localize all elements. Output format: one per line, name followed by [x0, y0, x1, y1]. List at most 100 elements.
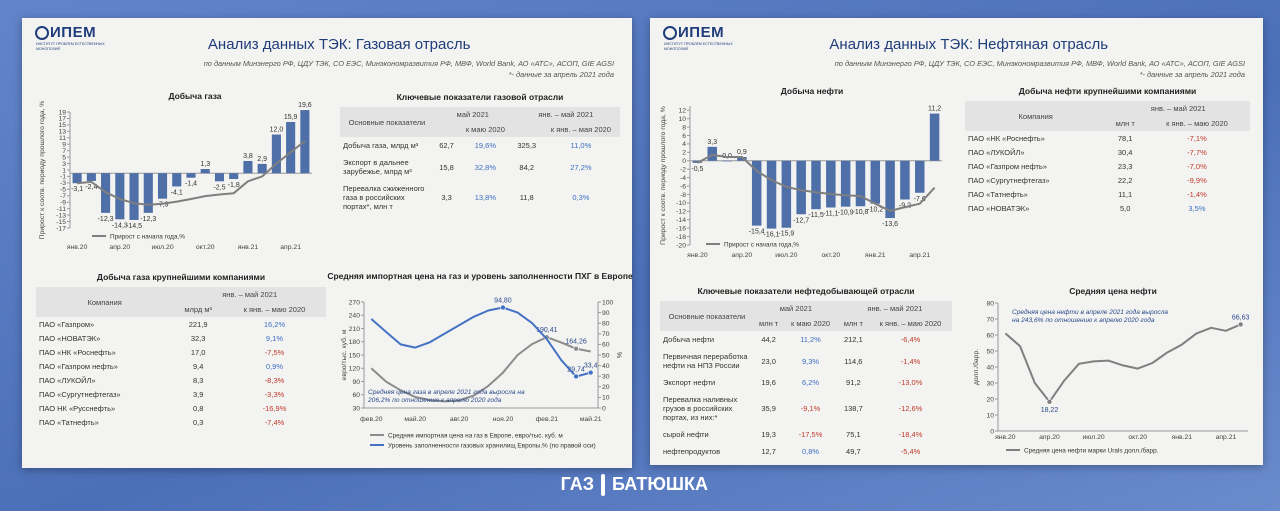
- panel: [650, 18, 1263, 465]
- y-tick-label: 1: [62, 167, 66, 174]
- y-tick-label: 2: [682, 150, 686, 157]
- legend-label: Средняя импортная цена на газ в Европе, …: [388, 431, 563, 439]
- cell: 0,8%: [801, 447, 820, 456]
- x-tick-label: апр.20: [1039, 434, 1060, 441]
- annotation: Средняя цена нефти в апреле 2021 года вы…: [1012, 309, 1169, 324]
- data-table: Компания янв. – май 2021 млрд м³ к янв. – м…: [36, 287, 326, 429]
- subheader: к янв. – мая 2020: [541, 122, 620, 137]
- legend-label: Прирост с начала года,%: [110, 233, 185, 240]
- y-tick-label: 30: [352, 405, 360, 412]
- cell: 13,8%: [474, 193, 496, 202]
- row-label: ПАО «НОВАТЭК»: [39, 333, 101, 343]
- logo: ИПЕМ: [50, 24, 97, 41]
- chart-title: Добыча нефти: [781, 86, 843, 96]
- cell: 9,1%: [265, 333, 284, 343]
- bar: [826, 160, 836, 208]
- y-tick-label: -3: [60, 180, 66, 187]
- table-row: ПАО «НК «Роснефть» 78,1 -7,1%: [965, 131, 1250, 145]
- cell: -9,9%: [1187, 175, 1207, 185]
- group-header: май 2021: [434, 107, 512, 122]
- row-label: ПАО «Газпром»: [39, 319, 95, 329]
- data-label: -3,1: [71, 186, 83, 193]
- y-tick-label: -10: [676, 200, 686, 207]
- bar: [885, 160, 895, 219]
- y-tick-label: 5: [62, 154, 66, 161]
- corner-header: Основные показатели: [660, 301, 754, 331]
- y2-tick-label: 10: [602, 395, 610, 402]
- logo-icon: [35, 26, 49, 40]
- table-row: ПАО НК «Русснефть» 0,8 -16,9%: [36, 401, 326, 415]
- x-tick-label: апр.21: [909, 252, 930, 259]
- y-tick-label: 8: [682, 124, 686, 131]
- x-tick-label: авг.20: [450, 416, 469, 423]
- panel-title: Анализ данных ТЭК: Газовая отрасль: [207, 36, 471, 53]
- bar: [707, 146, 717, 161]
- table-row: ПАО «Газпром нефть» 9,4 0,9%: [36, 359, 326, 373]
- point: [1046, 399, 1053, 405]
- bar: [72, 173, 82, 184]
- group-header: май 2021: [754, 301, 838, 316]
- subheader: к янв. – маю 2020: [1143, 116, 1250, 131]
- cell: -9,1%: [800, 404, 821, 413]
- table-row: ПАО «ЛУКОЙЛ» 8,3 -8,3%: [36, 373, 326, 387]
- cell: 11,2%: [800, 335, 821, 344]
- row-label: ПАО «Татнефть»: [968, 189, 1028, 199]
- corner-header: Основные показатели: [340, 107, 434, 137]
- cell: -5,4%: [900, 447, 921, 456]
- x-tick-label: янв.20: [687, 252, 708, 259]
- logo-icon: [663, 26, 677, 40]
- bar: [929, 113, 940, 161]
- table-row: ПАО «НК «Роснефть» 17,0 -7,5%: [36, 345, 326, 359]
- data-label: 2,9: [257, 156, 267, 163]
- y-tick-label: 90: [352, 379, 360, 386]
- table-title: Добыча нефти крупнейшими компаниями: [1018, 86, 1197, 96]
- data-table: Основные показатели май 2021 янв. – май 20…: [660, 301, 952, 460]
- x-tick-label: апр.20: [732, 252, 753, 259]
- cell: 91,2: [846, 378, 861, 387]
- table-block: Ключевые показатели нефтедобывающей отра…: [660, 286, 952, 460]
- group-header: янв. – май 2021: [511, 107, 620, 122]
- point: [573, 345, 579, 352]
- bar: [751, 160, 762, 226]
- bar: [86, 173, 96, 181]
- row-label: Экспорт нефти: [663, 378, 716, 387]
- x-tick-label: апр.21: [1216, 434, 1237, 441]
- x-tick-label: апр.20: [109, 244, 130, 251]
- cell: 75,1: [846, 430, 861, 439]
- y-tick-label: 50: [986, 348, 994, 355]
- bar: [143, 173, 153, 213]
- cell: 325,3: [517, 141, 537, 150]
- chart-title: Средняя импортная цена на газ и уровень …: [327, 271, 633, 281]
- cell: -1,4%: [900, 356, 921, 366]
- data-label: -10,8: [852, 209, 868, 216]
- x-tick-label: июл.20: [151, 244, 173, 251]
- data-label: 3,3: [707, 139, 717, 146]
- data-label: -11,5: [808, 212, 824, 219]
- data-label: -12,3: [140, 216, 156, 223]
- logo-subtitle: ИНСТИТУТ ПРОБЛЕМ ЕСТЕСТВЕННЫХ МОНОПОЛИЙ: [36, 42, 105, 51]
- table-title: Ключевые показатели газовой отрасли: [396, 92, 564, 102]
- data-label: 3,8: [243, 153, 253, 160]
- data-label: -0,5: [691, 166, 703, 173]
- x-tick-label: янв.21: [238, 244, 259, 251]
- bar: [257, 163, 267, 174]
- header-row: Компания янв. – май 2021: [36, 287, 326, 317]
- table-row: ПАО «Газпром» 221,9 16,2%: [36, 317, 326, 331]
- cell: 9,3%: [801, 356, 820, 366]
- bar: [229, 173, 239, 180]
- data-label: 94,80: [494, 298, 512, 305]
- cell: -7,7%: [1187, 147, 1207, 157]
- bar: [766, 160, 777, 229]
- bar: [900, 160, 910, 200]
- cell: 19,6%: [474, 141, 496, 150]
- y-tick-label: 60: [352, 392, 360, 399]
- table-block: Добыча нефти крупнейшими компаниями Компа…: [965, 86, 1250, 215]
- bar: [129, 173, 139, 220]
- y-tick-label: 120: [349, 366, 361, 373]
- table-row: ПАО «Татнефть» 11,1 -1,4%: [965, 187, 1250, 201]
- y2-axis-label: %: [617, 352, 624, 358]
- row-label: ПАО «Татнефть»: [39, 417, 99, 427]
- table-row: Экспорт в дальнее зарубежье, млрд м³ 15,8…: [340, 154, 620, 180]
- cell: 0,8: [192, 403, 204, 413]
